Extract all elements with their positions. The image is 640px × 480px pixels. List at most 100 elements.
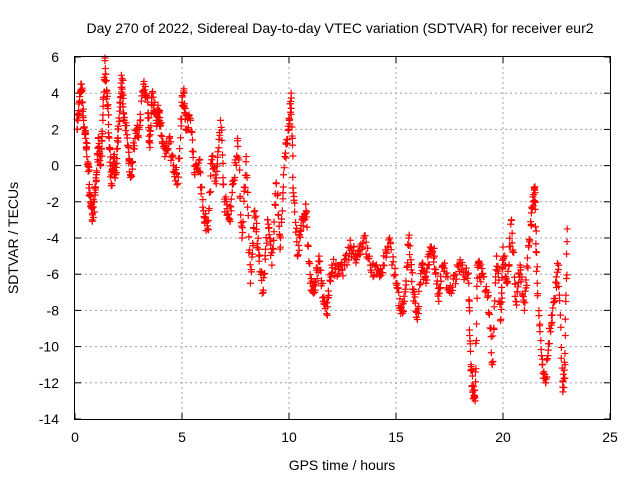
data-point-1213 [543,356,550,363]
data-point-414 [189,137,196,144]
data-point-779 [347,237,354,244]
x-tick-label-1: 5 [178,429,186,445]
data-point-72 [89,218,96,225]
data-point-611 [273,179,280,186]
x-axis-label: GPS time / hours [289,457,396,473]
data-point-1190 [534,280,541,287]
data-point-572 [256,252,263,259]
data-point-846 [390,258,397,265]
data-point-1100 [500,244,507,251]
data-point-950 [435,298,442,305]
data-point-455 [206,189,213,196]
data-point-526 [237,195,244,202]
data-point-1254 [560,371,567,378]
data-point-593 [266,224,273,231]
data-point-856 [395,289,402,296]
data-point-1150 [521,307,528,314]
data-point-849 [392,271,399,278]
data-point-534 [240,198,247,205]
data-point-1095 [498,284,505,291]
data-point-623 [278,216,285,223]
data-point-476 [215,144,222,151]
data-point-1002 [466,298,473,305]
data-point-600 [268,262,275,269]
data-point-1114 [506,261,513,268]
data-point-650 [288,90,295,97]
y-tick-label-1: -12 [39,375,59,391]
data-point-302 [150,94,157,101]
data-point-540 [243,153,250,160]
y-tick-label-6: -2 [47,194,60,210]
chart-title: Day 270 of 2022, Sidereal Day-to-day VTE… [86,20,593,36]
data-point-1198 [537,337,544,344]
data-point-1194 [535,312,542,319]
y-tick-label-10: 6 [51,49,59,65]
data-point-632 [282,154,289,161]
data-point-615 [275,212,282,219]
data-point-1186 [532,248,539,255]
data-point-884 [407,256,414,263]
data-point-1158 [524,264,531,271]
data-point-625 [279,195,286,202]
y-tick-label-4: -6 [47,266,60,282]
data-point-1200 [538,352,545,359]
data-point-913 [419,260,426,267]
data-point-480 [217,117,224,124]
data-point-439 [199,204,206,211]
data-point-561 [251,214,258,221]
data-point-1197 [536,328,543,335]
data-point-57 [85,185,92,192]
data-point-1216 [545,347,552,354]
data-point-658 [289,174,296,181]
data-point-461 [209,152,216,159]
data-point-231 [125,149,132,156]
data-point-608 [272,202,279,209]
data-point-1253 [560,384,567,391]
data-point-1091 [498,306,505,313]
data-point-1220 [547,325,554,332]
data-point-197 [116,118,123,125]
data-point-1120 [508,216,515,223]
data-point-1247 [558,355,565,362]
data-point-630 [281,153,288,160]
x-tick-label-5: 25 [602,429,618,445]
data-point-1226 [549,312,556,319]
y-tick-label-9: 4 [51,85,59,101]
data-point-607 [271,201,278,208]
data-point-20 [78,81,85,88]
y-tick-label-5: -4 [47,230,60,246]
data-point-882 [406,251,413,258]
data-point-1037 [474,295,481,302]
y-tick-label-3: -8 [47,302,60,318]
data-point-1267 [563,271,570,278]
data-point-723 [316,258,323,265]
data-point-568 [255,235,262,242]
data-point-1261 [561,350,568,357]
data-point-571 [256,258,263,265]
data-point-664 [291,208,298,215]
data-point-527 [237,211,244,218]
data-point-223 [122,127,129,134]
data-point-507 [229,189,236,196]
data-point-191 [115,139,122,146]
data-point-1196 [536,321,543,328]
data-point-1269 [564,238,571,245]
data-point-695 [305,243,312,250]
data-point-848 [392,265,399,272]
data-point-1188 [533,268,540,275]
data-point-1071 [489,358,496,365]
data-point-546 [245,233,252,240]
data-point-1132 [513,298,520,305]
data-point-1185 [532,240,539,247]
data-point-456 [207,188,214,195]
data-point-145 [105,111,112,118]
data-point-806 [364,245,371,252]
data-point-788 [352,259,359,266]
data-point-586 [262,246,269,253]
data-point-301 [149,88,156,95]
data-point-877 [404,259,411,266]
data-point-627 [280,184,287,191]
data-point-1240 [555,262,562,269]
data-point-521 [234,143,241,150]
data-point-1072 [489,332,496,339]
